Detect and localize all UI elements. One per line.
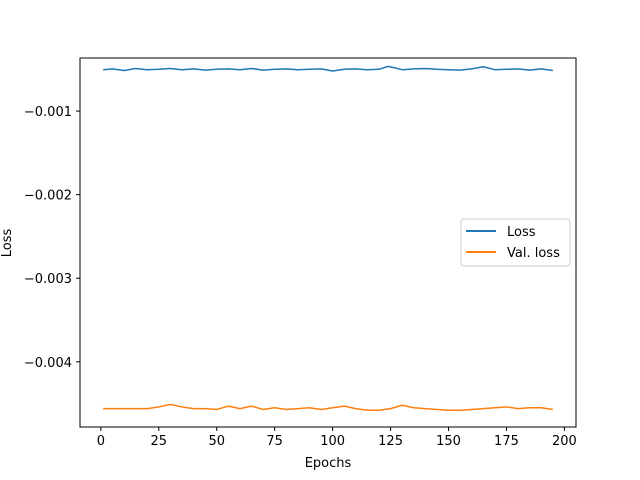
y-axis: −0.001 −0.002 −0.003 −0.004 <box>24 105 80 371</box>
legend-label-loss: Loss <box>507 225 536 240</box>
x-tick-label: 0 <box>97 434 105 449</box>
plot-frame <box>79 57 577 428</box>
y-tick-label: −0.003 <box>24 272 72 287</box>
x-axis-label: Epochs <box>305 456 352 471</box>
legend-label-val-loss: Val. loss <box>507 246 560 261</box>
x-tick-label: 50 <box>208 434 225 449</box>
series-line-val-loss <box>103 403 553 412</box>
x-tick-label: 125 <box>378 434 403 449</box>
legend: Loss Val. loss <box>460 218 571 267</box>
y-axis-label: Loss <box>0 229 15 258</box>
x-tick-label: 175 <box>494 434 519 449</box>
series-line-loss <box>103 65 553 72</box>
y-tick-label: −0.002 <box>24 189 72 204</box>
series-layer <box>103 65 553 412</box>
y-tick-label: −0.001 <box>24 105 72 120</box>
x-tick-label: 75 <box>266 434 283 449</box>
x-tick-label: 25 <box>151 434 168 449</box>
x-tick-label: 200 <box>552 434 577 449</box>
y-tick-label: −0.004 <box>24 356 72 371</box>
x-axis: 0 25 50 75 100 125 150 175 200 <box>97 427 577 449</box>
x-tick-label: 100 <box>320 434 345 449</box>
x-tick-label: 150 <box>436 434 461 449</box>
